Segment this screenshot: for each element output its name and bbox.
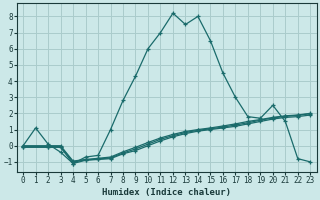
X-axis label: Humidex (Indice chaleur): Humidex (Indice chaleur) xyxy=(102,188,231,197)
